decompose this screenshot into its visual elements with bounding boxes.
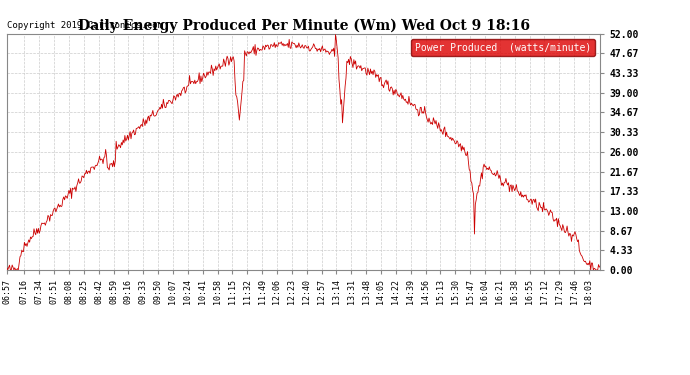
Text: Copyright 2019 Cartronics.com: Copyright 2019 Cartronics.com bbox=[7, 21, 163, 30]
Title: Daily Energy Produced Per Minute (Wm) Wed Oct 9 18:16: Daily Energy Produced Per Minute (Wm) We… bbox=[77, 18, 530, 33]
Legend: Power Produced  (watts/minute): Power Produced (watts/minute) bbox=[411, 39, 595, 56]
